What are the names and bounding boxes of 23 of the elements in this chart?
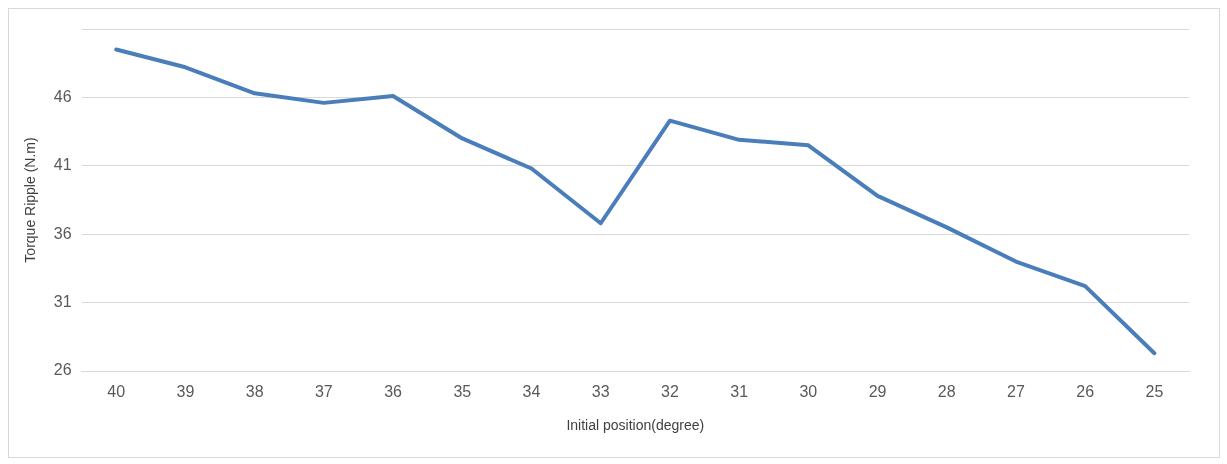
y-axis-title: Torque Ripple (N.m) — [22, 137, 39, 263]
x-tick-label: 37 — [314, 383, 333, 401]
x-tick-label: 29 — [868, 383, 887, 401]
x-tick-label: 38 — [245, 383, 264, 401]
x-tick-label: 31 — [730, 383, 749, 401]
x-axis-title: Initial position(degree) — [566, 417, 705, 434]
x-tick-label: 26 — [1076, 383, 1095, 401]
x-tick-label: 25 — [1145, 383, 1164, 401]
x-tick-label: 30 — [799, 383, 818, 401]
x-tick-label: 35 — [453, 383, 472, 401]
y-tick-label: 26 — [53, 361, 72, 379]
x-tick-label: 39 — [176, 383, 195, 401]
y-tick-label: 31 — [53, 293, 72, 311]
y-tick-label: 46 — [53, 87, 72, 105]
x-tick-label: 27 — [1007, 383, 1025, 401]
x-tick-label: 36 — [384, 383, 403, 401]
y-tick-label: 41 — [53, 156, 72, 174]
x-tick-label: 40 — [107, 383, 126, 401]
x-tick-label: 33 — [591, 383, 610, 401]
y-tick-label: 36 — [53, 224, 72, 242]
x-tick-label: 34 — [522, 383, 541, 401]
x-tick-label: 32 — [661, 383, 679, 401]
x-tick-label: 28 — [937, 383, 956, 401]
